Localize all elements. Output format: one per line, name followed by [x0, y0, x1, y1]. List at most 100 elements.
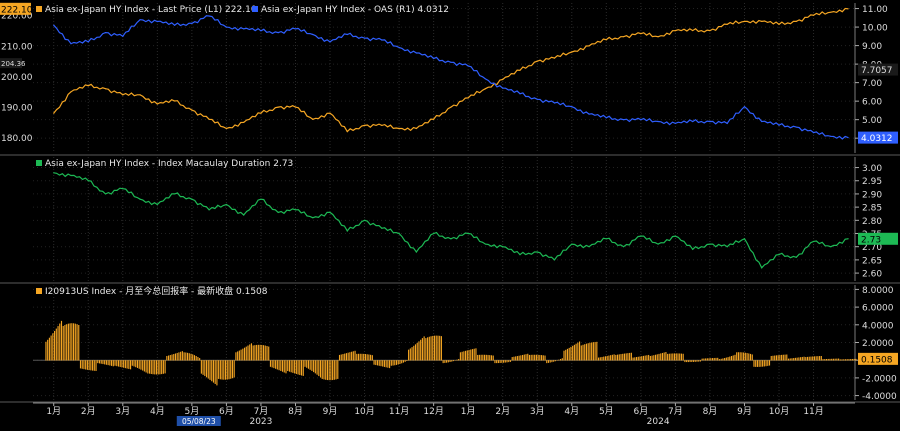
bar-38-6 [693, 360, 694, 362]
bar-46-2 [824, 359, 825, 360]
bar-29-2 [531, 355, 532, 361]
bar-35-2 [634, 357, 635, 360]
point-1-1-38 [692, 30, 693, 31]
bar-25-6 [468, 350, 469, 361]
bar-13-2 [254, 345, 255, 360]
bar-9-5 [190, 354, 191, 361]
bar-19-6 [365, 354, 366, 360]
bar-16-1 [304, 360, 305, 367]
bar-7-2 [151, 360, 152, 374]
bar-6-4 [137, 360, 138, 368]
point-1-1-21 [399, 128, 400, 129]
bar-14-10 [285, 360, 286, 373]
bar-34-4 [620, 354, 621, 360]
point-1-1-16 [312, 119, 313, 120]
bar-7-3 [152, 360, 153, 374]
point-2-1-39 [709, 243, 710, 244]
bar-8-4 [171, 355, 172, 361]
bar-20-10 [389, 360, 390, 368]
bar-11-10 [234, 360, 235, 377]
bar-17-4 [327, 360, 328, 380]
bar-6-10 [147, 360, 148, 373]
point-1-2-11 [226, 26, 227, 27]
point-1-2-13 [260, 30, 261, 31]
bar-47-4 [845, 359, 846, 360]
bar-38-3 [688, 360, 689, 362]
bar-22-10 [424, 336, 425, 360]
legend-swatch-3-1 [36, 288, 42, 294]
bar-23-6 [434, 336, 435, 361]
bar-13-5 [260, 345, 261, 361]
bar-24-2 [444, 360, 445, 363]
bar-27-8 [506, 360, 507, 362]
bar-12-1 [235, 352, 236, 360]
bar-10-7 [211, 360, 212, 381]
point-1-1-1 [53, 113, 54, 114]
bar-36-8 [662, 353, 663, 361]
bar-43-4 [776, 355, 777, 360]
bar-29-1 [529, 355, 530, 361]
bar-40-7 [729, 357, 730, 361]
bar-31-8 [576, 344, 577, 361]
bar-34-8 [627, 353, 628, 360]
point-1-2-46 [830, 136, 831, 137]
bar-18-8 [351, 352, 352, 361]
bar-22-4 [413, 346, 414, 361]
right-tick-label-1-3: 9.00 [862, 42, 882, 52]
bar-37-4 [672, 353, 673, 360]
bar-10-1 [201, 360, 202, 373]
bar-4-2 [99, 360, 100, 363]
bar-41-4 [741, 352, 742, 360]
bar-16-6 [313, 360, 314, 372]
bar-45-9 [819, 356, 820, 360]
bar-36-10 [665, 352, 666, 360]
bar-29-3 [532, 355, 533, 361]
point-1-1-42 [761, 21, 762, 22]
point-2-1-24 [450, 238, 451, 239]
bar-42-10 [769, 360, 770, 365]
right-tick-label-3-3: 4.0000 [862, 321, 894, 331]
bar-12-4 [241, 350, 242, 361]
bar-23-9 [439, 336, 440, 361]
point-2-1-40 [727, 246, 728, 247]
point-1-2-36 [658, 121, 659, 122]
bar-28-10 [527, 354, 528, 361]
bar-33-10 [614, 354, 615, 360]
bar-43-6 [779, 355, 780, 360]
bar-38-4 [690, 360, 691, 362]
bar-2-1 [63, 326, 64, 361]
bar-14-2 [272, 360, 273, 367]
bar-26-7 [487, 355, 488, 361]
point-1-2-19 [364, 38, 365, 39]
right-tick-label-2-3: 2.90 [862, 190, 882, 200]
bar-4-4 [102, 360, 103, 364]
bar-43-10 [786, 355, 787, 361]
point-1-1-2 [70, 91, 71, 92]
point-1-2-2 [70, 43, 71, 44]
point-1-2-7 [157, 21, 158, 22]
bar-32-7 [591, 342, 592, 360]
point-1-2-10 [209, 15, 210, 16]
point-1-2-37 [675, 123, 676, 124]
bar-21-9 [405, 360, 406, 362]
bar-44-8 [800, 357, 801, 360]
bar-35-6 [641, 356, 642, 360]
bar-5-5 [121, 360, 122, 367]
legend-swatch-1-1 [36, 6, 42, 12]
point-1-1-26 [485, 88, 486, 89]
bar-9-2 [185, 352, 186, 360]
point-1-2-38 [692, 121, 693, 122]
bar-26-4 [482, 355, 483, 361]
bar-25-2 [462, 352, 463, 361]
bar-21-5 [398, 360, 399, 364]
bar-36-1 [650, 356, 651, 361]
bar-37-8 [679, 353, 680, 360]
bar-35-4 [638, 357, 639, 361]
point-1-1-24 [450, 106, 451, 107]
bar-9-9 [197, 357, 198, 361]
bar-40-9 [733, 355, 734, 360]
bar-45-4 [810, 357, 811, 361]
bar-22-9 [422, 338, 423, 360]
point-2-1-31 [571, 243, 572, 244]
point-2-1-36 [658, 243, 659, 244]
